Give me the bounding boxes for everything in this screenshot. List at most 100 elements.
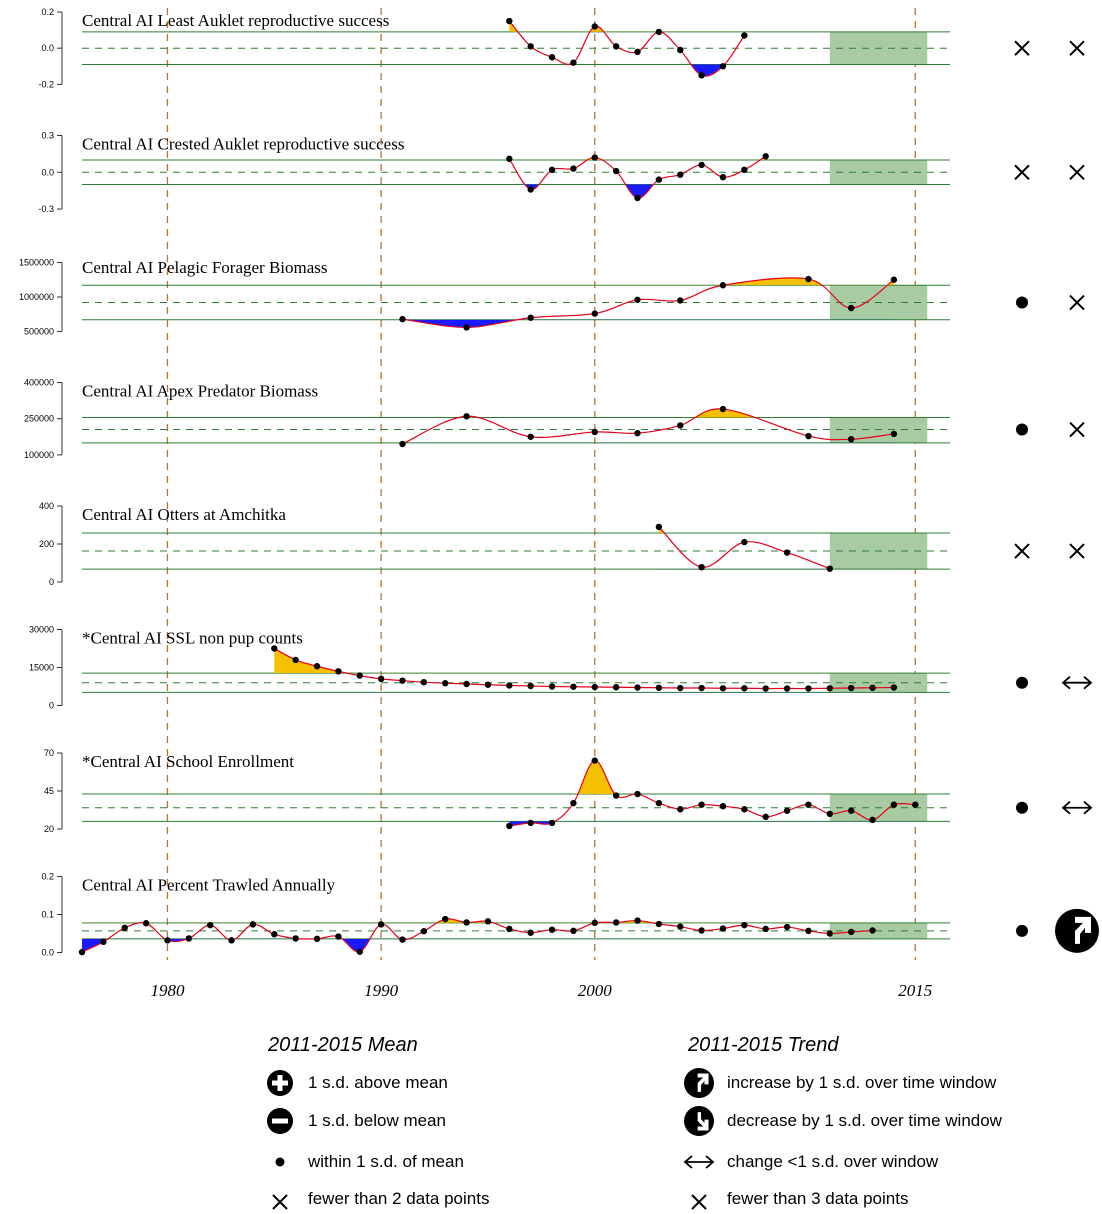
recent-window-band — [829, 417, 928, 443]
data-point — [783, 685, 791, 692]
data-point — [399, 677, 406, 684]
data-point — [420, 678, 428, 686]
data-point — [741, 538, 748, 546]
data-point — [356, 948, 363, 955]
data-point — [463, 680, 470, 688]
trend-status-x-icon — [1069, 40, 1085, 56]
y-tick-label: 0.1 — [41, 910, 54, 920]
data-point — [548, 166, 556, 174]
panel-title: *Central AI SSL non pup counts — [82, 629, 303, 648]
x-tick-label: 1990 — [364, 981, 399, 1000]
data-point — [313, 935, 321, 943]
x-tick-label: 1980 — [150, 981, 185, 1000]
data-point — [826, 685, 834, 692]
data-point — [442, 915, 449, 923]
y-tick-label: 30000 — [29, 625, 54, 635]
data-point — [762, 685, 769, 692]
data-point — [570, 683, 577, 690]
data-point — [591, 23, 598, 30]
data-point — [612, 43, 620, 50]
data-point — [677, 923, 684, 930]
data-point — [847, 807, 855, 814]
data-point — [527, 43, 534, 50]
above-sd-fill — [138, 918, 653, 923]
data-point — [570, 59, 577, 66]
trend-down-glyph — [684, 1106, 714, 1136]
y-tick-label: 20 — [44, 824, 54, 834]
data-point — [527, 929, 534, 936]
data-point — [292, 935, 299, 942]
data-point — [698, 684, 705, 692]
trend-down-icon — [684, 1106, 714, 1136]
y-tick-label: 0.2 — [41, 7, 54, 17]
data-point — [634, 429, 641, 437]
indicator-chart: -0.2 0.0 0.2 Central AI Least Auklet reprod… — [19, 7, 1099, 1000]
below-sd-fill — [509, 821, 555, 826]
y-tick-label: 1000000 — [19, 292, 54, 302]
data-point — [869, 816, 876, 824]
data-point — [655, 684, 663, 691]
data-point — [399, 440, 406, 448]
panel-title: Central AI Apex Predator Biomass — [82, 382, 318, 401]
y-tick-label: 100000 — [24, 450, 54, 460]
data-point — [484, 681, 492, 688]
data-point — [420, 928, 428, 935]
data-point — [783, 549, 791, 556]
data-point — [570, 165, 577, 172]
trend-status-x-icon — [1069, 164, 1085, 180]
legend: 2011-2015 Mean 2011-2015 Trend 1 s.d. ab… — [0, 1030, 1102, 1213]
legend-trend-label: change <1 s.d. over window — [727, 1152, 939, 1171]
data-point — [741, 806, 748, 813]
mean-status-dot-icon — [1016, 801, 1028, 814]
data-point — [463, 919, 470, 926]
indicator-panel: 20 45 70 *Central AI School Enrollment — [44, 748, 1093, 834]
data-point — [612, 792, 620, 799]
data-point — [655, 920, 663, 928]
symbol-bar — [272, 1118, 288, 1124]
trend-arrow — [692, 1073, 709, 1092]
data-point — [570, 927, 577, 935]
data-point — [591, 919, 598, 927]
data-point — [805, 927, 812, 935]
data-point — [442, 680, 449, 687]
data-point — [591, 757, 598, 764]
x-mark-glyph — [272, 1194, 288, 1210]
data-point — [612, 919, 620, 926]
mean-status-dot-icon — [1016, 924, 1028, 937]
data-point — [634, 48, 641, 56]
trend-arrow — [1068, 916, 1091, 944]
data-point — [847, 435, 855, 443]
legend-trend-heading: 2011-2015 Trend — [688, 1034, 839, 1056]
data-point — [805, 275, 812, 283]
data-point — [463, 413, 470, 420]
symbol-bar — [277, 1075, 283, 1091]
data-point — [741, 921, 748, 929]
data-point — [506, 155, 513, 162]
mean-status-x-icon — [1014, 164, 1030, 180]
data-point — [698, 161, 705, 169]
data-point — [826, 930, 834, 937]
data-point — [719, 405, 727, 413]
x-tick-label: 2015 — [898, 981, 932, 1000]
data-point — [805, 685, 812, 692]
x-mark-icon — [691, 1194, 707, 1210]
data-point — [548, 683, 556, 690]
data-point — [292, 656, 299, 664]
trend-status-left-right-icon — [1061, 801, 1093, 815]
y-tick-label: 250000 — [24, 414, 54, 424]
data-point — [783, 807, 791, 814]
y-tick-label: 200 — [39, 539, 54, 549]
data-point — [100, 938, 107, 946]
data-point — [698, 927, 705, 934]
data-point — [719, 685, 727, 692]
legend-trend-label: increase by 1 s.d. over time window — [727, 1073, 997, 1092]
data-point — [634, 790, 641, 798]
data-point — [548, 926, 556, 933]
legend-trend-label: fewer than 3 data points — [727, 1189, 909, 1208]
below-sd-fill — [274, 692, 894, 693]
data-point — [890, 801, 898, 808]
data-point — [506, 925, 513, 933]
panel-title: Central AI Least Auklet reproductive suc… — [82, 11, 389, 30]
panel-title: *Central AI School Enrollment — [82, 752, 294, 771]
data-point — [399, 315, 406, 323]
